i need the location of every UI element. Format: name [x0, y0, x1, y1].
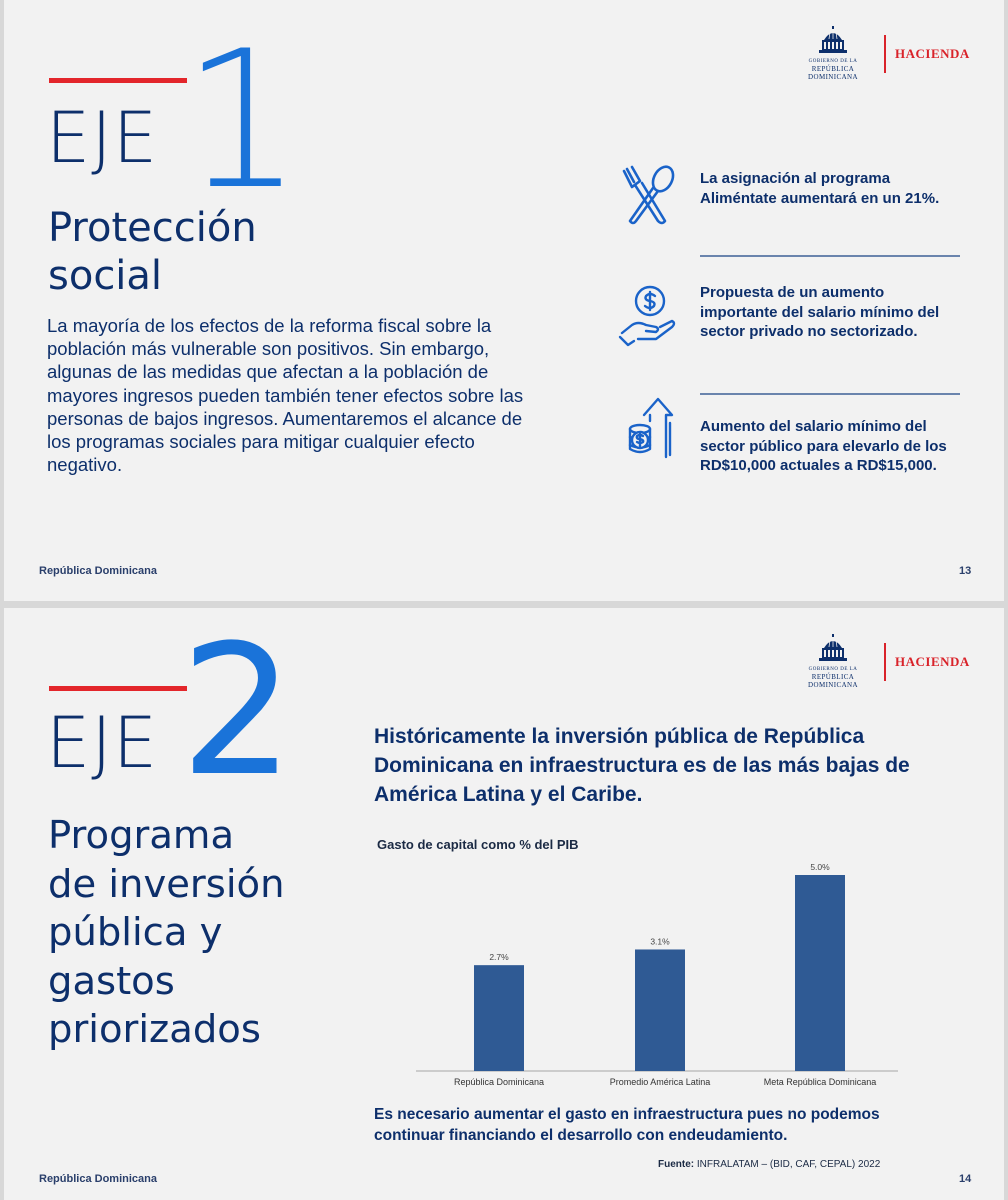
- eje-accent-bar: [49, 686, 187, 691]
- national-palace-icon: [819, 634, 847, 661]
- eje-accent-bar: [49, 78, 187, 83]
- page-number: 13: [959, 565, 972, 577]
- bullet-text: Propuesta de un aumento importante del s…: [700, 284, 940, 340]
- seal-caption: REPÚBLICA DOMINICANA: [808, 673, 858, 689]
- conclusion-text: Es necesario aumentar el gasto en infrae…: [374, 1106, 880, 1144]
- headline: Históricamente la inversión pública de R…: [374, 725, 910, 806]
- title-line: pública y: [48, 910, 223, 955]
- seal-caption-top: GOBIERNO DE LA: [808, 59, 858, 64]
- category-label: Promedio América Latina: [610, 1077, 711, 1087]
- bullet-divider: [700, 255, 960, 257]
- government-logo: GOBIERNO DE LA REPÚBLICA DOMINICANA HACI…: [790, 26, 970, 81]
- ministry-name: HACIENDA: [895, 45, 970, 61]
- fork-spoon-icon: [622, 165, 675, 225]
- eje-label: EJE: [46, 97, 159, 179]
- bullet-item: La asignación al programa Aliméntate aum…: [618, 165, 962, 227]
- seal-caption: REPÚBLICA DOMINICANA: [808, 65, 858, 81]
- slide-14: EJE 2 GOBIERNO DE LA REPÚBLICA DOMINICAN…: [4, 608, 1004, 1200]
- bullet-item: Propuesta de un aumento importante del s…: [618, 283, 962, 353]
- page-number: 14: [959, 1173, 972, 1185]
- body-paragraph: La mayoría de los efectos de la reforma …: [47, 315, 524, 476]
- bullet-item: Aumento del salario mínimo del sector pú…: [618, 393, 962, 476]
- capital-spending-bar-chart: 2.7% República Dominicana 3.1% Promedio Amé…: [416, 862, 898, 1087]
- title-line: Programa: [48, 813, 235, 858]
- bullet-text: Aumento del salario mínimo del sector pú…: [700, 418, 947, 474]
- title-line: de inversión: [48, 861, 285, 907]
- hand-coin-icon: [618, 285, 676, 347]
- category-label: República Dominicana: [454, 1077, 544, 1087]
- logo-divider: [884, 642, 886, 681]
- bar: [635, 949, 685, 1071]
- bar-data-label: 5.0%: [810, 862, 830, 872]
- national-palace-icon: [819, 26, 847, 53]
- category-label: Meta República Dominicana: [764, 1077, 877, 1087]
- footer-country: República Dominicana: [39, 1173, 157, 1185]
- source-text: INFRALATAM – (BID, CAF, CEPAL) 2022: [694, 1159, 881, 1170]
- slide-13: EJE 1 GOBIERNO DE LA REPÚBLICA DOMINICAN…: [4, 0, 1004, 601]
- eje-label: EJE: [46, 702, 159, 784]
- ministry-name: HACIENDA: [895, 653, 970, 669]
- source-note: Fuente: INFRALATAM – (BID, CAF, CEPAL) 2…: [658, 1159, 880, 1170]
- slide-title: Programa de inversión pública y gastos p…: [48, 812, 284, 1055]
- seal-caption-top: GOBIERNO DE LA: [808, 667, 858, 672]
- eje-number: 1: [182, 10, 303, 231]
- eje-number: 2: [180, 608, 295, 816]
- title-line: Protección: [48, 205, 257, 251]
- source-label: Fuente:: [658, 1159, 695, 1170]
- bullet-text: La asignación al programa Aliméntate aum…: [700, 170, 940, 207]
- bar-data-label: 3.1%: [650, 936, 670, 946]
- bar-data-label: 2.7%: [489, 952, 509, 962]
- bar: [474, 965, 524, 1071]
- title-line: priorizados: [48, 1007, 261, 1052]
- title-line: gastos: [48, 958, 175, 1004]
- bar: [795, 875, 845, 1071]
- chart-title: Gasto de capital como % del PIB: [377, 837, 579, 852]
- coins-arrow-up-icon: [628, 397, 674, 459]
- slide-title: Protección social: [48, 204, 257, 300]
- government-logo: GOBIERNO DE LA REPÚBLICA DOMINICANA HACI…: [790, 634, 970, 689]
- bullet-divider: [700, 393, 960, 395]
- logo-divider: [884, 34, 886, 73]
- title-line: social: [48, 253, 163, 299]
- footer-country: República Dominicana: [39, 565, 157, 577]
